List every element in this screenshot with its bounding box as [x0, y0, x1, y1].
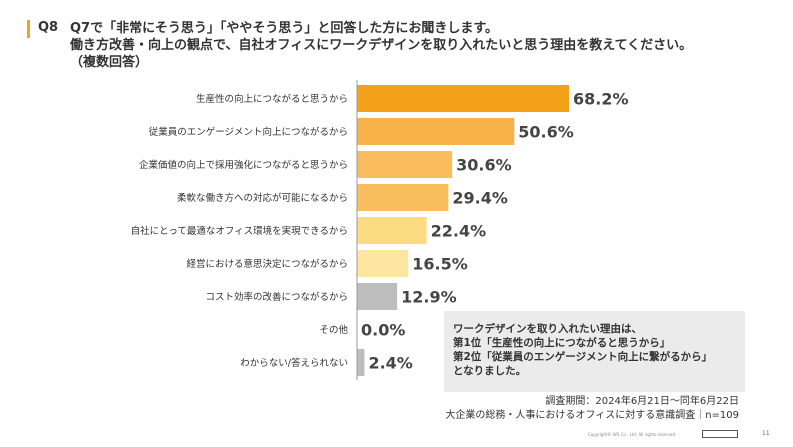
question-line-2: 働き方改善・向上の観点で、自社オフィスにワークデザインを取り入れたいと思う理由を… — [70, 38, 693, 53]
survey-source: 調査期間：2024年6月21日〜同年6月22日 大企業の総務・人事におけるオフィ… — [445, 395, 739, 423]
value-label: 12.9% — [401, 288, 457, 307]
bar-6 — [357, 250, 409, 277]
value-label: 30.6% — [456, 156, 512, 175]
bar-4 — [357, 184, 449, 211]
note-line-1: ワークデザインを取り入れたい理由は、 — [453, 323, 642, 335]
category-label: わからない/答えられない — [240, 357, 348, 369]
category-label: 柔軟な働き方への対応が可能になるから — [177, 192, 348, 204]
value-label: 68.2% — [573, 90, 629, 109]
company-logo — [702, 430, 738, 438]
source-survey: 大企業の総務・人事におけるオフィスに対する意識調査｜n=109 — [445, 410, 739, 421]
category-label: 従業員のエンゲージメント向上につながるから — [149, 126, 348, 138]
source-period: 調査期間：2024年6月21日〜同年6月22日 — [545, 396, 739, 407]
bar-9 — [357, 349, 365, 376]
page-number: 11 — [762, 430, 770, 437]
category-label: 生産性の向上につながると思うから — [196, 93, 348, 105]
category-label: 経営における意思決定につながるから — [186, 258, 348, 270]
bar-7 — [357, 283, 398, 310]
copyright: Copyright© WS Co., Ltd. All rights reser… — [588, 432, 677, 437]
category-label: その他 — [319, 324, 348, 336]
value-label: 22.4% — [431, 222, 487, 241]
bar-2 — [357, 118, 515, 145]
question-line-3: （複数回答） — [70, 55, 149, 70]
category-label: 自社にとって最適なオフィス環境を実現できるから — [131, 225, 348, 237]
title-accent-bar — [27, 20, 30, 38]
bar-3 — [357, 151, 453, 178]
category-label: 企業価値の向上で採用強化につながると思うから — [139, 159, 348, 171]
note-line-4: となりました。 — [453, 365, 527, 377]
question-text: Q7で「非常にそう思う」「ややそう思う」と回答した方にお聞きします。 働き方改善… — [70, 20, 692, 71]
note-line-2: 第1位「生産性の向上につながると思うから」 — [453, 337, 671, 349]
value-label: 2.4% — [368, 354, 412, 373]
summary-note: ワークデザインを取り入れたい理由は、 第1位「生産性の向上につながると思うから」… — [444, 311, 745, 392]
note-line-3: 第2位「従業員のエンゲージメント向上に繋がるから」 — [453, 351, 713, 363]
bar-5 — [357, 217, 427, 244]
question-line-1: Q7で「非常にそう思う」「ややそう思う」と回答した方にお聞きします。 — [70, 21, 499, 36]
value-label: 0.0% — [361, 321, 405, 340]
value-label: 50.6% — [518, 123, 574, 142]
value-label: 16.5% — [412, 255, 468, 274]
bar-1 — [357, 85, 569, 112]
value-label: 29.4% — [452, 189, 508, 208]
question-number: Q8 — [38, 20, 59, 35]
category-label: コスト効率の改善につながるから — [205, 291, 348, 303]
